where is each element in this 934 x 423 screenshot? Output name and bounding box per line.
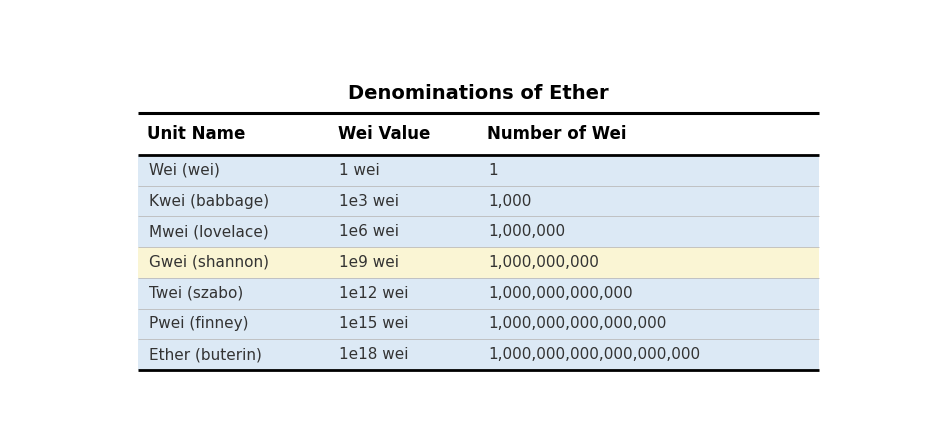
Text: Twei (szabo): Twei (szabo): [149, 286, 243, 301]
Text: 1,000,000,000,000,000: 1,000,000,000,000,000: [488, 316, 667, 331]
Text: 1: 1: [488, 163, 499, 178]
Text: Denominations of Ether: Denominations of Ether: [348, 84, 609, 103]
Bar: [138, 113, 819, 155]
Text: Pwei (finney): Pwei (finney): [149, 316, 248, 331]
Text: Kwei (babbage): Kwei (babbage): [149, 194, 269, 209]
Bar: [138, 217, 819, 247]
Text: 1,000: 1,000: [488, 194, 532, 209]
Text: Gwei (shannon): Gwei (shannon): [149, 255, 269, 270]
Bar: [138, 339, 819, 370]
Bar: [138, 278, 819, 308]
Bar: [138, 186, 819, 217]
Text: Ether (buterin): Ether (buterin): [149, 347, 262, 362]
Text: Number of Wei: Number of Wei: [488, 125, 627, 143]
Text: Unit Name: Unit Name: [148, 125, 246, 143]
Text: 1e6 wei: 1e6 wei: [339, 224, 399, 239]
Text: 1,000,000,000,000: 1,000,000,000,000: [488, 286, 633, 301]
Text: 1e12 wei: 1e12 wei: [339, 286, 408, 301]
Text: 1e15 wei: 1e15 wei: [339, 316, 408, 331]
Text: 1 wei: 1 wei: [339, 163, 380, 178]
Text: Wei Value: Wei Value: [338, 125, 430, 143]
Text: 1e9 wei: 1e9 wei: [339, 255, 399, 270]
Bar: [138, 155, 819, 186]
Text: 1e18 wei: 1e18 wei: [339, 347, 408, 362]
Text: Mwei (lovelace): Mwei (lovelace): [149, 224, 268, 239]
Text: 1e3 wei: 1e3 wei: [339, 194, 399, 209]
Text: Wei (wei): Wei (wei): [149, 163, 219, 178]
Bar: [138, 247, 819, 278]
Bar: [138, 308, 819, 339]
Text: 1,000,000,000,000,000,000: 1,000,000,000,000,000,000: [488, 347, 700, 362]
Text: 1,000,000,000: 1,000,000,000: [488, 255, 600, 270]
Text: 1,000,000: 1,000,000: [488, 224, 566, 239]
